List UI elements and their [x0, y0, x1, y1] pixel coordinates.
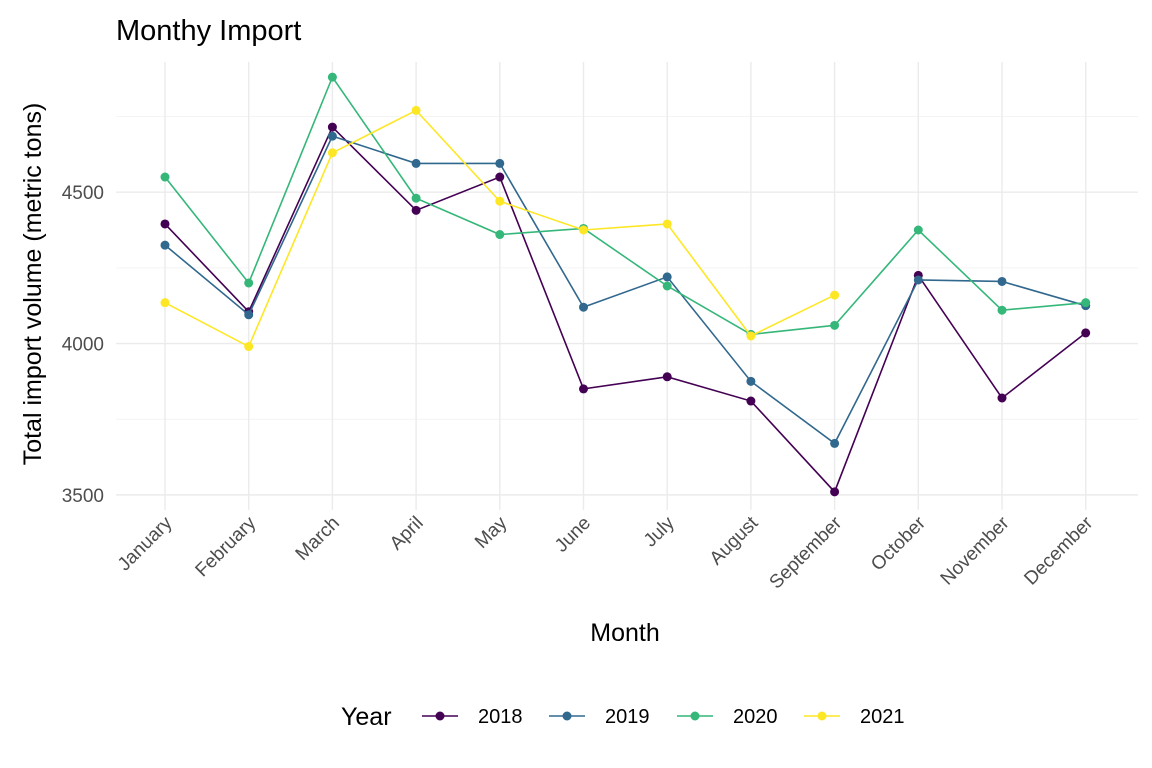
- legend-key-point: [562, 711, 572, 721]
- x-tick-label: November: [937, 512, 1014, 589]
- series-2020: [160, 72, 1091, 339]
- data-point: [662, 372, 672, 382]
- y-tick-labels: 3500 4000 4500: [62, 183, 104, 507]
- legend-key-point: [817, 711, 827, 721]
- x-tick-label: June: [551, 513, 595, 557]
- data-point: [997, 393, 1007, 403]
- x-tick-label: July: [640, 512, 679, 551]
- data-point: [495, 158, 505, 168]
- series-line: [164, 135, 1086, 445]
- data-point: [411, 205, 421, 215]
- data-point: [244, 310, 254, 320]
- x-tick-label: March: [292, 513, 344, 565]
- data-point: [495, 172, 505, 182]
- data-point: [913, 225, 923, 235]
- y-tick-label: 4500: [62, 183, 104, 204]
- data-point: [662, 219, 672, 229]
- data-point: [411, 158, 421, 168]
- data-point: [495, 230, 505, 240]
- data-point: [830, 438, 840, 448]
- data-point: [411, 193, 421, 203]
- legend-key-point: [690, 711, 700, 721]
- data-point: [1081, 328, 1091, 338]
- y-axis-title: Total import volume (metric tons): [19, 103, 47, 466]
- series-lines: [160, 72, 1091, 497]
- data-point: [913, 275, 923, 285]
- data-point: [830, 290, 840, 300]
- series-2021: [160, 105, 840, 352]
- data-point: [160, 219, 170, 229]
- data-point: [746, 396, 756, 406]
- data-point: [579, 225, 588, 235]
- x-tick-label: May: [471, 512, 512, 553]
- data-point: [830, 487, 840, 497]
- series-2018: [160, 122, 1091, 497]
- data-point: [327, 148, 337, 158]
- data-point: [830, 320, 840, 330]
- data-point: [746, 331, 756, 341]
- data-point: [327, 122, 337, 132]
- data-point: [746, 376, 756, 386]
- data-point: [495, 196, 505, 206]
- x-axis-title: Month: [590, 619, 659, 647]
- legend-key-point: [435, 711, 445, 721]
- x-tick-label: December: [1020, 512, 1097, 589]
- data-point: [160, 172, 170, 182]
- y-tick-label: 4000: [62, 335, 104, 356]
- data-point: [662, 272, 672, 282]
- legend-label: 2018: [478, 706, 523, 728]
- data-point: [244, 278, 254, 288]
- x-tick-labels: January February March April May June July Augu…: [114, 512, 1098, 593]
- chart-title: Monthy Import: [116, 15, 301, 47]
- data-point: [1081, 298, 1091, 308]
- data-point: [327, 72, 337, 82]
- data-point: [160, 298, 170, 308]
- data-point: [160, 240, 170, 250]
- legend-label: 2021: [860, 706, 905, 728]
- x-tick-label: October: [867, 512, 930, 575]
- x-tick-label: April: [386, 513, 428, 555]
- legend: Year 2018 2019 2020 2021: [341, 703, 905, 731]
- data-point: [997, 305, 1007, 315]
- x-tick-label: August: [706, 512, 763, 569]
- legend-title: Year: [341, 703, 392, 731]
- series-line: [164, 125, 1087, 494]
- legend-label: 2020: [733, 706, 778, 728]
- data-point: [579, 302, 588, 312]
- gridlines: [116, 62, 1138, 510]
- x-tick-label: February: [192, 512, 261, 581]
- data-point: [327, 131, 337, 141]
- series-2019: [160, 131, 1091, 448]
- data-point: [662, 281, 672, 291]
- series-line: [164, 75, 1086, 336]
- x-tick-label: September: [766, 512, 847, 593]
- data-point: [411, 105, 421, 115]
- x-tick-label: January: [114, 512, 177, 575]
- legend-label: 2019: [605, 706, 650, 728]
- data-point: [579, 384, 588, 394]
- data-point: [997, 276, 1007, 286]
- y-tick-label: 3500: [62, 486, 104, 507]
- data-point: [244, 342, 254, 352]
